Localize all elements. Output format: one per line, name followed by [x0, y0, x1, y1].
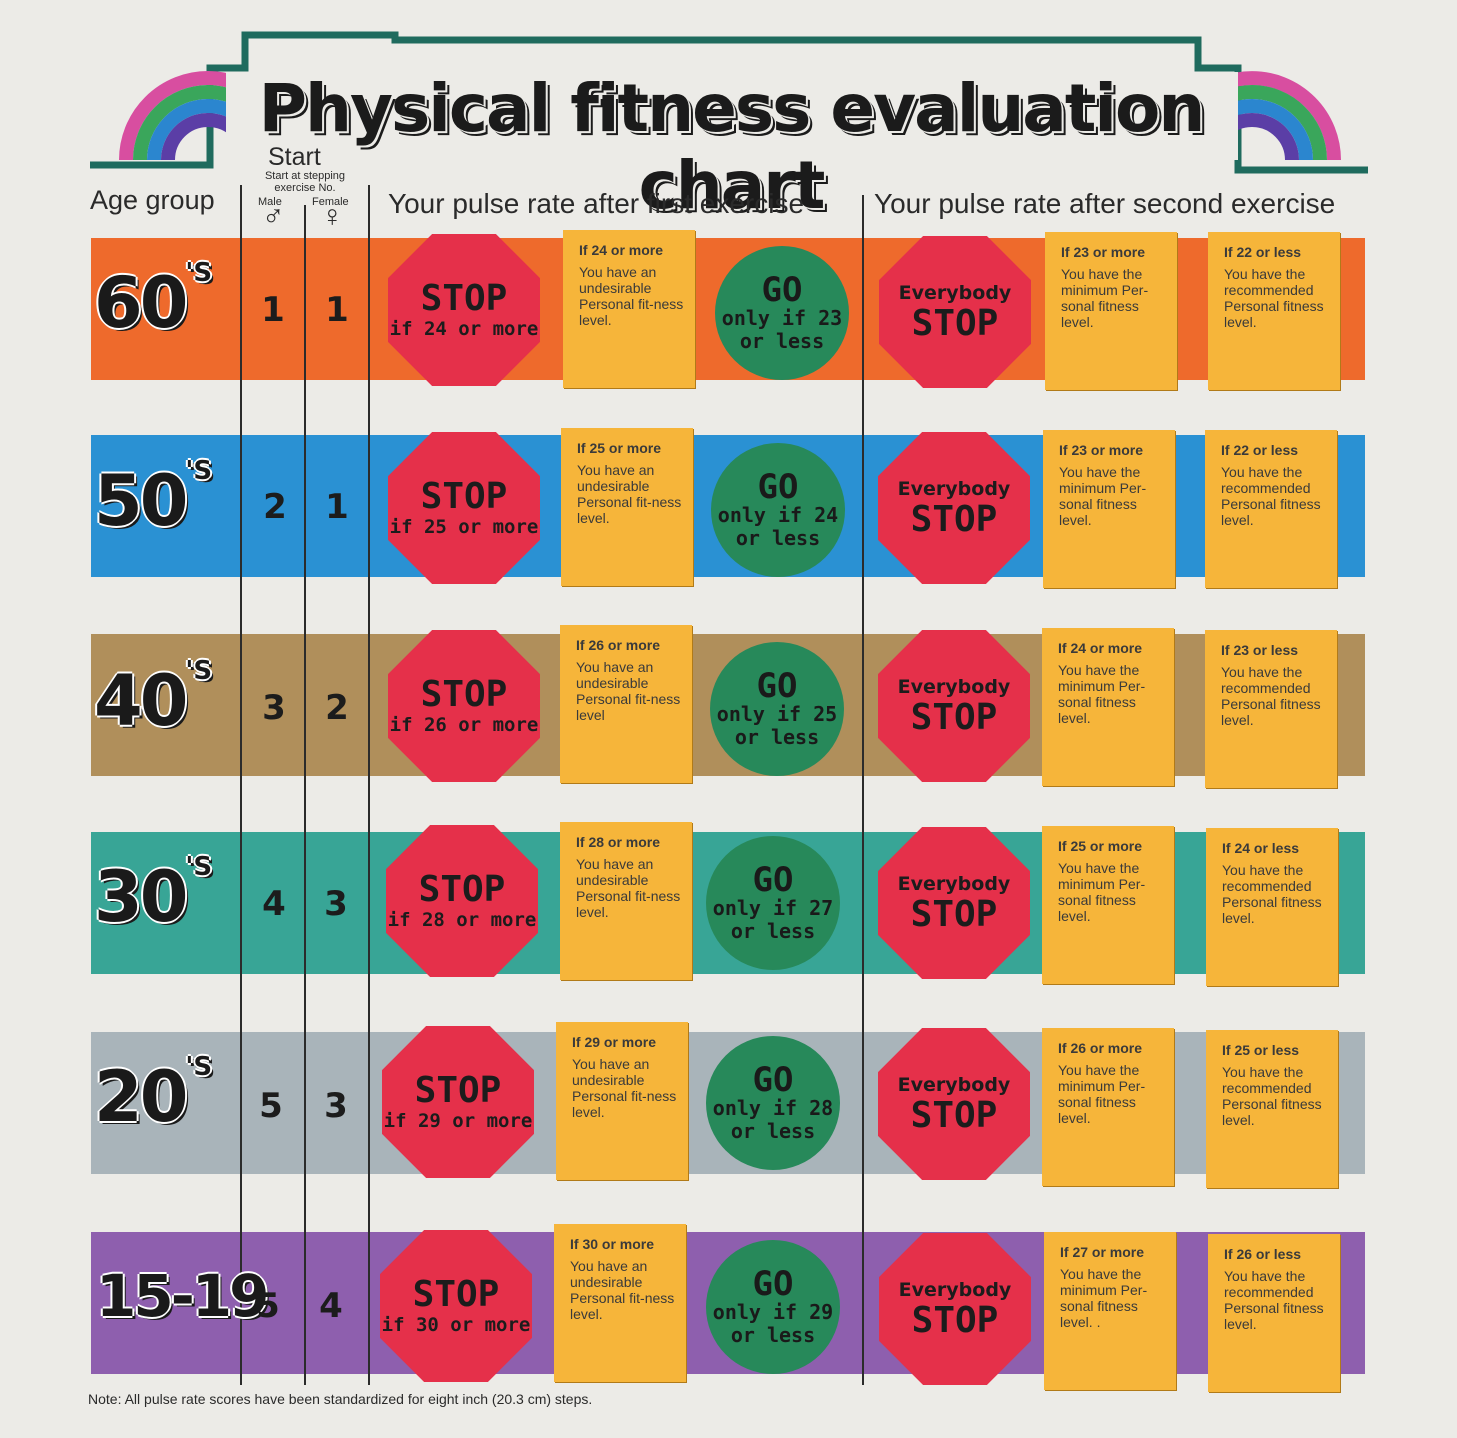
- stop-sign-first: STOP if 29 or more: [382, 1026, 534, 1178]
- minimum-box: If 23 or more You have the minimum Per-so…: [1045, 232, 1177, 390]
- recommended-box: If 26 or less You have the recommended Pe…: [1208, 1234, 1340, 1392]
- minimum-box: If 24 or more You have the minimum Per-so…: [1042, 628, 1174, 786]
- stop-sign-first: STOP if 24 or more: [388, 234, 540, 386]
- divider-first-second: [862, 195, 864, 1385]
- stop-sign-everybody: Everybody STOP: [879, 1233, 1031, 1385]
- undesirable-box: If 25 or more You have an undesirable Per…: [561, 428, 693, 586]
- recommended-box: If 25 or less You have the recommended Pe…: [1206, 1030, 1338, 1188]
- recommended-box: If 23 or less You have the recommended Pe…: [1205, 630, 1337, 788]
- male-start-number: 1: [261, 290, 285, 330]
- go-circle: GO only if 24 or less: [711, 443, 845, 577]
- age-label: 15-19: [96, 1262, 269, 1330]
- minimum-box: If 25 or more You have the minimum Per-so…: [1042, 826, 1174, 984]
- undesirable-box: If 26 or more You have an undesirable Per…: [560, 625, 692, 783]
- footnote: Note: All pulse rate scores have been st…: [88, 1391, 593, 1407]
- minimum-box: If 23 or more You have the minimum Per-so…: [1043, 430, 1175, 588]
- start-subheader: Start at stepping exercise No.: [264, 170, 346, 194]
- go-circle: GO only if 25 or less: [710, 642, 844, 776]
- age-label: 60'S: [94, 258, 213, 344]
- female-symbol-icon: ♀: [321, 200, 344, 233]
- age-label: 40'S: [94, 656, 213, 742]
- stop-sign-everybody: Everybody STOP: [878, 1028, 1030, 1180]
- undesirable-box: If 24 or more You have an undesirable Per…: [563, 230, 695, 388]
- minimum-box: If 26 or more You have the minimum Per-so…: [1042, 1028, 1174, 1186]
- recommended-box: If 22 or less You have the recommended Pe…: [1208, 232, 1340, 390]
- divider-male-female: [304, 205, 306, 1385]
- chart-title: Physical fitness evaluation chart: [258, 70, 1206, 224]
- first-exercise-header: Your pulse rate after first exercise: [388, 188, 805, 219]
- age-label: 50'S: [94, 456, 213, 542]
- male-label: Male: [258, 196, 282, 208]
- female-start-number: 3: [324, 1086, 348, 1126]
- divider-age-start: [240, 185, 242, 1385]
- undesirable-box: If 30 or more You have an undesirable Per…: [554, 1224, 686, 1382]
- go-circle: GO only if 23 or less: [715, 246, 849, 380]
- recommended-box: If 22 or less You have the recommended Pe…: [1205, 430, 1337, 588]
- go-circle: GO only if 29 or less: [706, 1240, 840, 1374]
- male-symbol-icon: ♂: [262, 200, 285, 233]
- male-start-number: 5: [259, 1086, 283, 1126]
- male-start-number: 3: [262, 688, 286, 728]
- stop-sign-first: STOP if 28 or more: [386, 825, 538, 977]
- go-circle: GO only if 27 or less: [706, 836, 840, 970]
- stop-sign-first: STOP if 26 or more: [388, 630, 540, 782]
- male-start-number: 4: [262, 884, 286, 924]
- male-start-number: 5: [256, 1286, 280, 1326]
- female-label: Female: [312, 196, 349, 208]
- second-exercise-header: Your pulse rate after second exercise: [874, 188, 1336, 219]
- undesirable-box: If 28 or more You have an undesirable Per…: [560, 822, 692, 980]
- female-start-number: 4: [319, 1286, 343, 1326]
- stop-sign-everybody: Everybody STOP: [878, 432, 1030, 584]
- divider-start-first: [368, 185, 370, 1385]
- stop-sign-first: STOP if 30 or more: [380, 1230, 532, 1382]
- stop-sign-everybody: Everybody STOP: [879, 236, 1031, 388]
- stop-sign-everybody: Everybody STOP: [878, 827, 1030, 979]
- undesirable-box: If 29 or more You have an undesirable Per…: [556, 1022, 688, 1180]
- go-circle: GO only if 28 or less: [706, 1036, 840, 1170]
- female-start-number: 1: [325, 487, 349, 527]
- stop-sign-first: STOP if 25 or more: [388, 432, 540, 584]
- recommended-box: If 24 or less You have the recommended Pe…: [1206, 828, 1338, 986]
- male-start-number: 2: [263, 487, 287, 527]
- female-start-number: 1: [325, 290, 349, 330]
- female-start-number: 2: [325, 688, 349, 728]
- start-header: Start: [268, 143, 321, 171]
- female-start-number: 3: [324, 884, 348, 924]
- age-label: 20'S: [94, 1052, 213, 1138]
- minimum-box: If 27 or more You have the minimum Per-so…: [1044, 1232, 1176, 1390]
- age-group-header: Age group: [90, 185, 215, 215]
- stop-sign-everybody: Everybody STOP: [878, 630, 1030, 782]
- age-label: 30'S: [94, 852, 213, 938]
- title-frame: [90, 31, 1368, 174]
